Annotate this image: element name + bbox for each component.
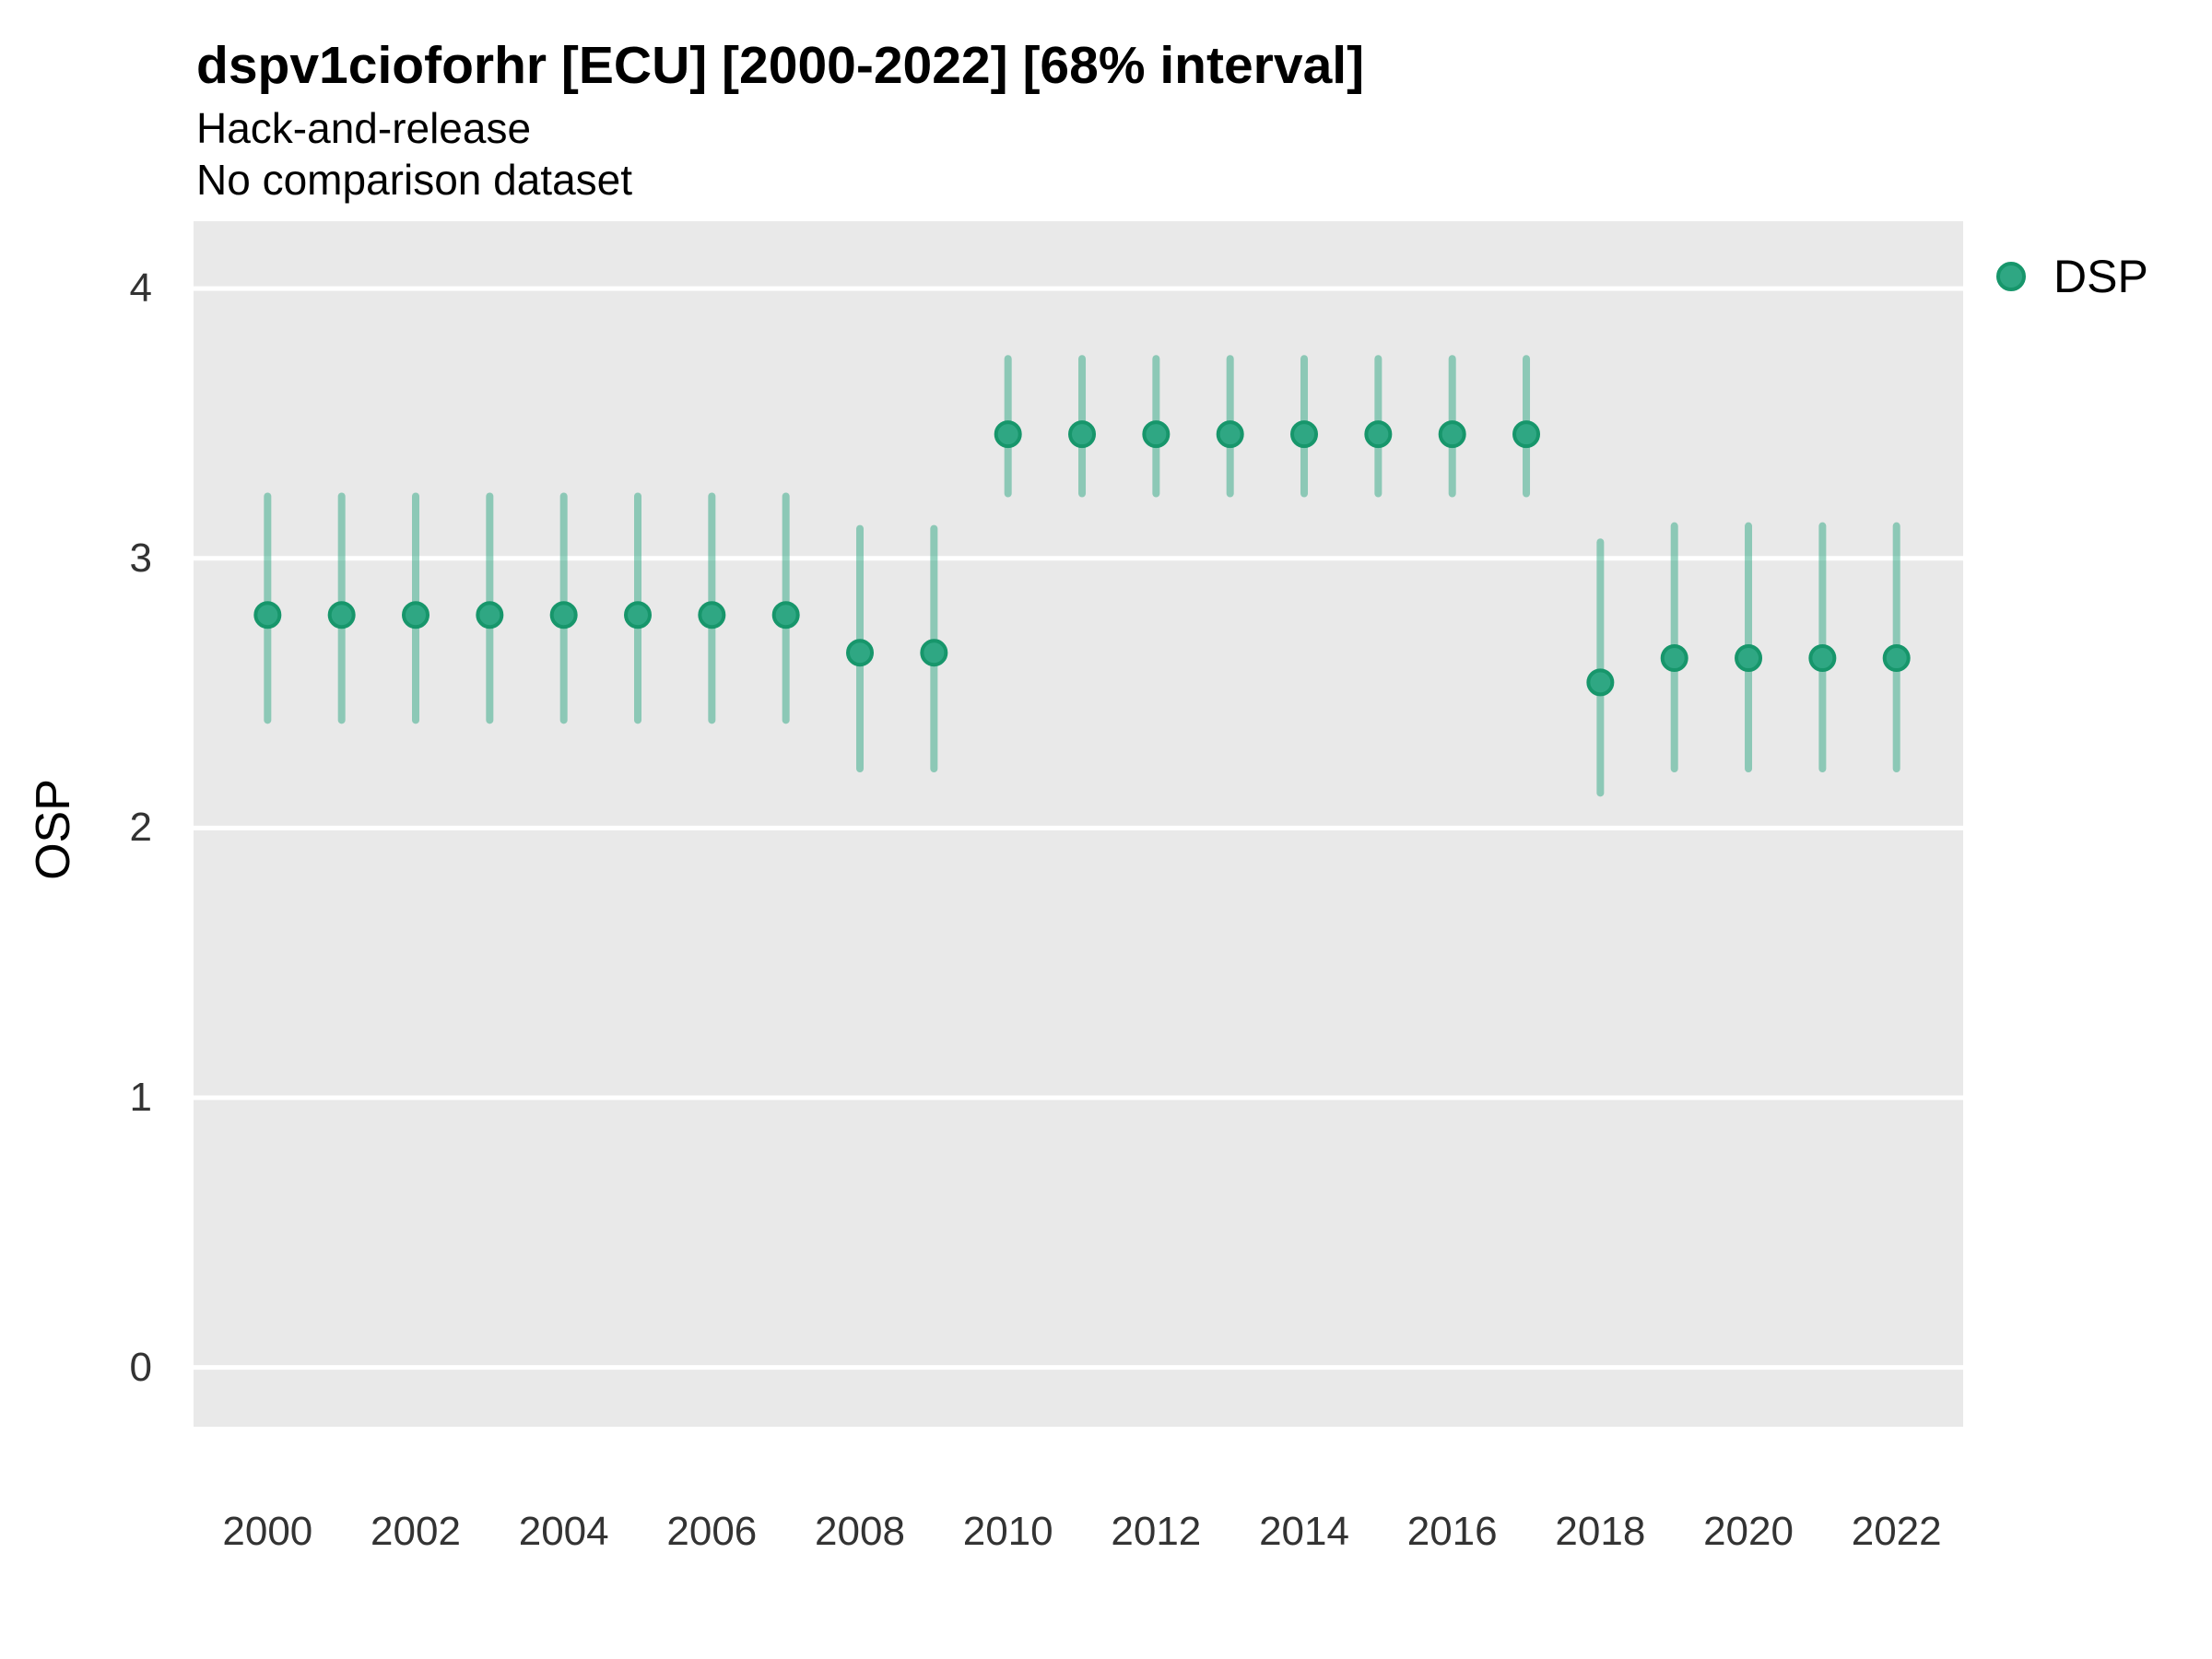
data-point-2005: [624, 601, 653, 629]
data-point-2021: [1808, 644, 1837, 673]
data-point-2012: [1142, 420, 1171, 449]
data-point-2022: [1882, 644, 1911, 673]
data-point-2000: [253, 601, 282, 629]
legend-label: DSP: [2053, 251, 2148, 302]
x-tick-label-2010: 2010: [962, 1509, 1053, 1554]
data-point-2003: [476, 601, 504, 629]
x-tick-label-2016: 2016: [1406, 1509, 1498, 1554]
data-point-2002: [402, 601, 430, 629]
x-tick-label-2012: 2012: [1111, 1509, 1202, 1554]
data-point-2020: [1735, 644, 1763, 673]
x-tick-label-2020: 2020: [1703, 1509, 1794, 1554]
x-tick-label-2000: 2000: [222, 1509, 313, 1554]
data-point-2008: [846, 639, 875, 667]
data-point-2019: [1660, 644, 1688, 673]
comparison-note: No comparison dataset: [196, 156, 633, 204]
data-point-2015: [1364, 420, 1393, 449]
x-tick-label-2004: 2004: [518, 1509, 609, 1554]
data-point-2014: [1290, 420, 1319, 449]
x-tick-label-2018: 2018: [1555, 1509, 1646, 1554]
legend-point-icon: [1996, 262, 2026, 291]
data-point-2009: [920, 639, 948, 667]
data-point-2017: [1512, 420, 1541, 449]
data-point-2004: [549, 601, 578, 629]
y-axis-title: OSP: [27, 779, 80, 880]
x-tick-label-2008: 2008: [815, 1509, 905, 1554]
x-tick-label-2006: 2006: [666, 1509, 758, 1554]
data-point-2016: [1438, 420, 1466, 449]
chart-subtitle: Hack-and-release: [196, 104, 532, 152]
y-tick-label-0: 0: [129, 1344, 152, 1390]
y-tick-label-3: 3: [129, 535, 152, 581]
x-tick-label-2014: 2014: [1259, 1509, 1349, 1554]
y-tick-label-1: 1: [129, 1075, 152, 1120]
data-point-2010: [994, 420, 1022, 449]
data-point-2007: [771, 601, 800, 629]
data-point-2011: [1068, 420, 1097, 449]
data-point-2018: [1586, 668, 1615, 697]
y-tick-label-4: 4: [129, 265, 152, 312]
data-point-2001: [327, 601, 356, 629]
data-point-2006: [698, 601, 726, 629]
plot-panel: [194, 221, 1963, 1427]
x-tick-label-2022: 2022: [1851, 1509, 1942, 1554]
data-point-2013: [1216, 420, 1244, 449]
y-tick-label-2: 2: [129, 805, 152, 851]
chart-title: dspv1cioforhr [ECU] [2000-2022] [68% int…: [196, 36, 1365, 95]
x-tick-label-2002: 2002: [371, 1509, 461, 1554]
